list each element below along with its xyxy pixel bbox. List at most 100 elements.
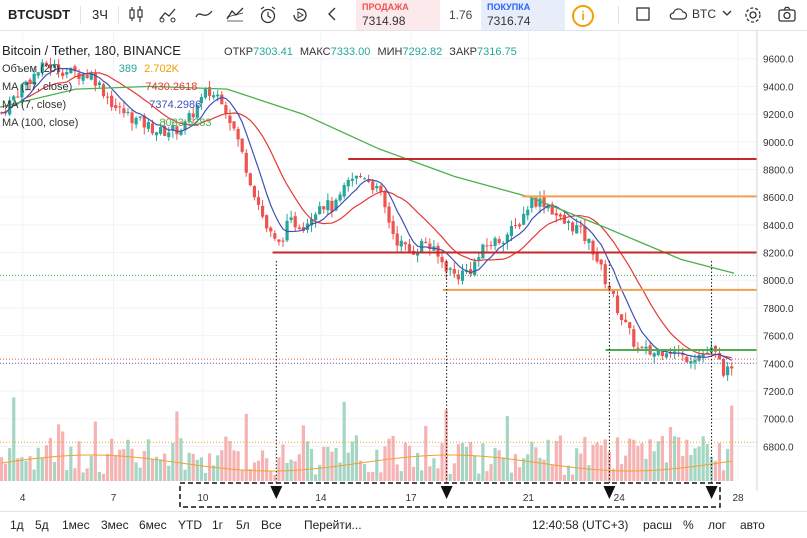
volume-bar [85,468,89,481]
volume-bar [607,451,611,481]
volume-bar [269,470,273,481]
candle-body [395,233,399,246]
volume-bar [158,459,163,481]
volume-bar [146,439,150,481]
volume-bar [362,463,367,481]
scale-percent-button[interactable]: % [683,518,694,532]
chart-legend: Bitcoin / Tether, 180, BINANCE ОТКР7303.… [2,42,517,132]
candle-body [236,129,240,140]
price-tick-label: 9200.0 [763,110,794,121]
candle-body [154,132,159,136]
candle-body [619,314,624,321]
toolbar-divider [618,6,619,24]
price-tick-label: 9000.0 [763,138,794,149]
range-1m[interactable]: 1мес [62,518,90,532]
volume-bar [252,462,257,481]
candle-body [448,268,452,270]
square-icon[interactable] [633,5,653,25]
indicators-icon[interactable] [158,5,178,25]
range-ytd[interactable]: YTD [178,518,202,532]
high-label: МАКС [299,46,331,58]
volume-bar [150,458,155,481]
line-tool-icon[interactable] [194,5,214,25]
area-icon[interactable] [225,5,245,25]
volume-bar [632,439,636,481]
volume-bar [28,456,32,481]
volume-bar [469,442,473,481]
candle-body [122,108,126,114]
volume-bar [652,451,656,481]
volume-bar [534,447,538,481]
volume-bar [440,443,444,481]
candle-body [216,94,220,97]
volume-bar [420,470,424,481]
range-1d[interactable]: 1д [10,518,24,532]
bottom-bar: 1д 5д 1мес 3мес 6мес YTD 1г 5л Все Перей… [0,511,807,538]
currency-select[interactable]: BTC [692,7,716,21]
volume-bar [697,446,701,481]
timeframe-button[interactable]: 3Ч [92,7,108,22]
candle-body [346,179,350,187]
range-3m[interactable]: 3мес [101,518,129,532]
candle-body [407,244,412,253]
cloud-icon[interactable] [667,5,688,25]
candle-body [32,73,36,85]
scale-log-button[interactable]: лог [708,518,727,532]
volume-bar [591,444,595,481]
symbol-label[interactable]: BTCUSDT [8,7,71,22]
candle-body [158,127,163,134]
volume-bar [375,449,379,481]
volume-bar [538,457,542,481]
alert-icon[interactable] [258,5,278,25]
volume-bar [57,424,61,481]
volume-bar [656,441,660,481]
info-icon[interactable]: i [572,5,594,27]
settings-icon[interactable] [743,5,763,25]
volume-bar [110,438,114,481]
volume-bar [395,464,399,481]
candle-body [220,94,224,105]
scale-auto-button[interactable]: авто [740,518,765,532]
volume-bar [526,454,530,481]
price-chart[interactable]: 8875.248605.298200.377930.427496.157316.… [0,31,807,511]
volume-bar [611,468,616,481]
candle-body [387,206,391,223]
price-tick-label: 7200.0 [763,387,794,398]
camera-icon[interactable] [777,5,797,25]
candles-icon[interactable] [126,5,146,25]
volume-a-value: 389 [118,63,138,75]
replay-icon[interactable] [290,5,310,25]
candle-body [672,351,677,353]
range-6m[interactable]: 6мес [139,518,167,532]
sell-label: ПРОДАЖА [362,2,409,12]
legend-volume-row: Объем (20) 389 2.702K [2,60,517,78]
candle-body [232,121,236,129]
range-1y[interactable]: 1г [212,518,224,532]
volume-bar [522,458,526,481]
candle-body [550,204,554,215]
candle-body [399,240,403,247]
candle-body [114,105,118,109]
volume-bar [236,451,240,481]
candle-body [65,72,69,75]
goto-button[interactable]: Перейти... [304,518,362,532]
volume-bar [277,457,281,481]
price-tick-label: 8400.0 [763,221,794,232]
range-5y[interactable]: 5л [236,518,250,532]
candle-body [314,214,318,221]
volume-bar [640,443,644,481]
candle-body [493,238,497,246]
range-all[interactable]: Все [261,518,282,532]
chevron-down-icon[interactable] [717,5,737,25]
undo-icon[interactable] [322,5,342,25]
buy-box[interactable]: ПОКУПКА 7316.74 [481,0,565,30]
volume-bar [240,470,244,481]
range-5d[interactable]: 5д [35,518,49,532]
candle-body [615,295,620,314]
volume-label: Объем (20) [2,63,60,75]
volume-bar [672,436,677,481]
candle-body [301,227,305,231]
sell-box[interactable]: ПРОДАЖА 7314.98 [356,0,440,30]
scale-extended-button[interactable]: расш [643,518,672,532]
volume-bar [179,438,183,481]
